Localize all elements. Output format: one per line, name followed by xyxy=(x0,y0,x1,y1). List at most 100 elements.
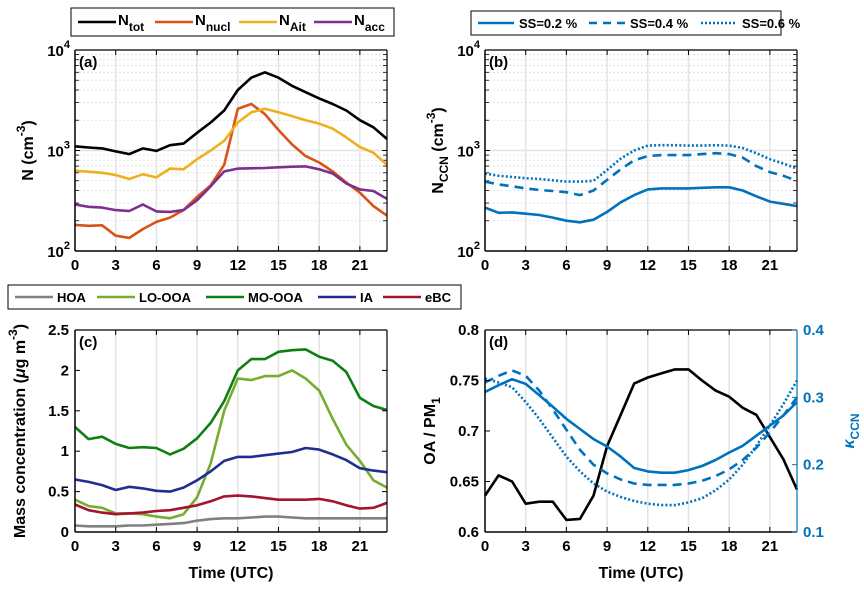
y-tick-label: 102 xyxy=(457,240,480,261)
x-tick-label: 12 xyxy=(639,257,656,274)
legend-label: MO-OOA xyxy=(248,290,303,305)
x-tick-label: 9 xyxy=(193,538,201,555)
series-line-ebc xyxy=(74,494,388,516)
y-axis-label: OA / PM1 xyxy=(422,397,443,465)
x-tick-label: 15 xyxy=(270,538,287,555)
panel-c: 0 3 6 9 12 15 18 21 0 0.5 1 1.5 2 2.5 (c) Mass concentr… xyxy=(6,322,388,582)
y-tick-label: 0.6 xyxy=(458,524,479,541)
x-tick-label: 0 xyxy=(481,538,489,555)
x-tick-label: 21 xyxy=(352,257,369,274)
legend-label: Nacc xyxy=(354,12,385,34)
plot-area xyxy=(485,330,797,532)
legend-label: LO-OOA xyxy=(139,290,192,305)
x-tick-label: 0 xyxy=(71,538,79,555)
series-line-n-nucl xyxy=(74,102,388,240)
x-tick-label: 9 xyxy=(603,538,611,555)
panel-b: 0 3 6 9 12 15 18 21 102 103 104 (b) NCCN (cm-3) xyxy=(424,39,798,274)
y-right-tick-label: 0.4 xyxy=(803,322,825,339)
y-tick-label: 102 xyxy=(47,240,70,261)
x-tick-label: 3 xyxy=(112,257,120,274)
legend-c: HOA LO-OOA MO-OOA IA eBC xyxy=(7,284,462,310)
series-line-n-ait xyxy=(74,107,388,181)
series-line-kappa-ss-0-2- xyxy=(484,377,798,475)
x-tick-label: 9 xyxy=(193,257,201,274)
series-line-oa-pm1 xyxy=(483,368,799,522)
x-tick-label: 15 xyxy=(680,257,697,274)
legend-label: Nnucl xyxy=(195,12,231,34)
panel-label: (c) xyxy=(79,334,97,351)
x-tick-label: 12 xyxy=(229,257,246,274)
y-tick-label: 0.8 xyxy=(458,322,479,339)
y-tick-label: 0 xyxy=(61,524,69,541)
x-tick-label: 3 xyxy=(522,538,530,555)
x-tick-label: 0 xyxy=(481,257,489,274)
y-right-tick-label: 0.1 xyxy=(803,524,824,541)
panel-label: (b) xyxy=(489,54,508,71)
y-right-tick-label: 0.2 xyxy=(803,457,824,474)
x-tick-label: 15 xyxy=(270,257,287,274)
x-tick-label: 6 xyxy=(562,257,570,274)
series-line-ss-0-4- xyxy=(484,151,798,197)
x-tick-label: 6 xyxy=(562,538,570,555)
panel-a: 0 3 6 9 12 15 18 21 102 103 104 (a) N (cm-3) xyxy=(14,39,388,274)
series-line-ss-0-6- xyxy=(484,143,798,183)
x-tick-label: 18 xyxy=(721,257,738,274)
series-line-hoa xyxy=(74,515,387,528)
y-tick-label: 2.5 xyxy=(48,322,69,339)
x-tick-label: 21 xyxy=(762,257,779,274)
x-axis-label: Time (UTC) xyxy=(188,565,273,582)
x-tick-label: 9 xyxy=(603,257,611,274)
x-tick-label: 3 xyxy=(522,257,530,274)
y-tick-label: 0.75 xyxy=(450,373,479,390)
x-tick-label: 18 xyxy=(311,538,328,555)
legend-label: SS=0.6 % xyxy=(742,16,801,31)
legend-label: HOA xyxy=(57,290,87,305)
y-axis-label: NCCN (cm-3) xyxy=(424,107,451,193)
y-axis-label: N (cm-3) xyxy=(14,120,37,180)
series-line-kappa-ss-0-4- xyxy=(484,369,799,487)
legend-b: SS=0.2 % SS=0.4 % SS=0.6 % xyxy=(470,10,801,36)
x-tick-label: 18 xyxy=(721,538,738,555)
x-tick-label: 12 xyxy=(229,538,246,555)
x-tick-label: 0 xyxy=(71,257,79,274)
y-tick-label: 1 xyxy=(61,443,69,460)
legend-label: NAit xyxy=(279,12,306,34)
y-tick-label: 0.7 xyxy=(458,423,479,440)
x-tick-label: 6 xyxy=(152,538,160,555)
y-tick-label: 104 xyxy=(47,39,71,60)
legend-label: Ntot xyxy=(118,12,144,34)
y-tick-label: 103 xyxy=(47,140,70,161)
legend-label: eBC xyxy=(425,290,452,305)
y-right-tick-label: 0.3 xyxy=(803,389,824,406)
x-tick-label: 15 xyxy=(680,538,697,555)
y-right-axis-label: κCCN xyxy=(841,413,862,448)
x-tick-label: 21 xyxy=(352,538,369,555)
series-line-n-acc xyxy=(74,165,388,214)
y-tick-label: 104 xyxy=(457,39,481,60)
legend-a: Ntot Nnucl NAit Nacc xyxy=(70,7,395,37)
legend-label: IA xyxy=(360,290,374,305)
x-tick-label: 3 xyxy=(112,538,120,555)
y-axis-label: Mass concentration (μg m-3) xyxy=(6,324,29,538)
x-tick-label: 6 xyxy=(152,257,160,274)
legend-label: SS=0.4 % xyxy=(630,16,689,31)
series-line-ia xyxy=(74,446,388,493)
x-tick-label: 12 xyxy=(639,538,656,555)
legend-label: SS=0.2 % xyxy=(519,16,578,31)
y-tick-label: 1.5 xyxy=(48,403,69,420)
y-tick-label: 0.5 xyxy=(48,484,69,501)
x-tick-label: 18 xyxy=(311,257,328,274)
series-line-kappa-ss-0-6- xyxy=(484,377,799,507)
series-line-ss-0-2- xyxy=(484,186,798,224)
x-tick-label: 21 xyxy=(762,538,779,555)
panel-d: 0 3 6 9 12 15 18 21 0.6 0.65 0.7 0.75 0.8 0.1 0.2 0.3 0.… xyxy=(422,322,862,582)
series-line-mo-ooa xyxy=(74,348,388,456)
panel-label: (d) xyxy=(489,334,508,351)
y-tick-label: 0.65 xyxy=(450,474,479,491)
y-tick-label: 2 xyxy=(61,362,69,379)
x-axis-label: Time (UTC) xyxy=(598,565,683,582)
series-line-n-tot xyxy=(74,71,388,156)
y-tick-label: 103 xyxy=(457,140,480,161)
panel-label: (a) xyxy=(79,54,97,71)
